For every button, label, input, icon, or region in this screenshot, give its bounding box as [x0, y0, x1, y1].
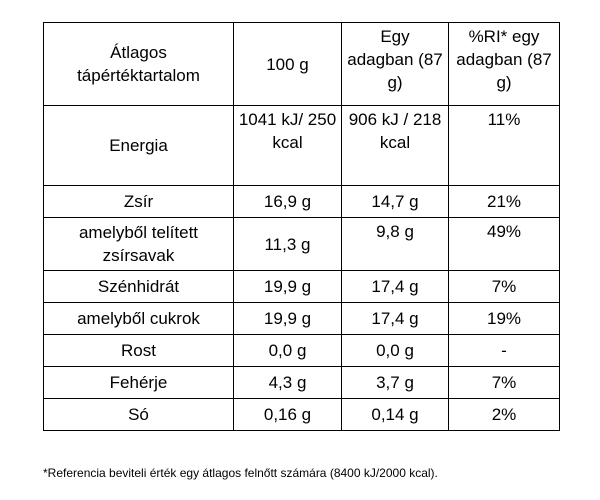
value-per-serving: 17,4 g: [341, 302, 449, 335]
table-row: amelyből cukrok 19,9 g 17,4 g 19%: [43, 302, 560, 335]
value-per-serving: 3,7 g: [341, 366, 449, 399]
value-ri: -: [448, 334, 560, 367]
table-row: Szénhidrát 19,9 g 17,4 g 7%: [43, 270, 560, 303]
header-per-100g: 100 g: [233, 22, 342, 106]
value-ri: 19%: [448, 302, 560, 335]
nutrient-name: Zsír: [43, 185, 234, 218]
nutrient-name: Szénhidrát: [43, 270, 234, 303]
value-per-serving: 0,14 g: [341, 398, 449, 431]
value-per-serving: 0,0 g: [341, 334, 449, 367]
table-row: Zsír 16,9 g 14,7 g 21%: [43, 185, 560, 218]
nutrient-name: amelyből telített zsírsavak: [43, 217, 234, 271]
value-per-100g: 16,9 g: [233, 185, 342, 218]
nutrition-table: Átlagos tápértéktartalom 100 g Egy adagb…: [43, 22, 560, 431]
header-ri-percent: %RI* egy adagban (87 g): [448, 22, 560, 106]
value-ri: 7%: [448, 270, 560, 303]
table-row: Só 0,16 g 0,14 g 2%: [43, 398, 560, 431]
value-per-100g: 19,9 g: [233, 270, 342, 303]
header-nutrient: Átlagos tápértéktartalom: [43, 22, 234, 106]
value-per-100g: 4,3 g: [233, 366, 342, 399]
value-per-100g: 19,9 g: [233, 302, 342, 335]
nutrient-name: amelyből cukrok: [43, 302, 234, 335]
value-ri: 49%: [448, 217, 560, 271]
value-per-serving: 906 kJ / 218 kcal: [341, 105, 449, 186]
value-per-100g: 11,3 g: [233, 217, 342, 271]
value-ri: 11%: [448, 105, 560, 186]
header-per-serving: Egy adagban (87 g): [341, 22, 449, 106]
value-per-serving: 9,8 g: [341, 217, 449, 271]
table-row: Rost 0,0 g 0,0 g -: [43, 334, 560, 367]
value-per-serving: 14,7 g: [341, 185, 449, 218]
nutrient-name: Fehérje: [43, 366, 234, 399]
nutrient-name: Rost: [43, 334, 234, 367]
value-ri: 7%: [448, 366, 560, 399]
value-per-100g: 0,16 g: [233, 398, 342, 431]
table-row: Energia 1041 kJ/ 250 kcal 906 kJ / 218 k…: [43, 105, 560, 186]
footnote: *Referencia beviteli érték egy átlagos f…: [43, 466, 438, 480]
value-per-serving: 17,4 g: [341, 270, 449, 303]
value-ri: 2%: [448, 398, 560, 431]
header-row: Átlagos tápértéktartalom 100 g Egy adagb…: [43, 22, 560, 106]
nutrient-name: Só: [43, 398, 234, 431]
value-ri: 21%: [448, 185, 560, 218]
nutrient-name: Energia: [43, 105, 234, 186]
value-per-100g: 1041 kJ/ 250 kcal: [233, 105, 342, 186]
table-row: amelyből telített zsírsavak 11,3 g 9,8 g…: [43, 217, 560, 271]
table-row: Fehérje 4,3 g 3,7 g 7%: [43, 366, 560, 399]
value-per-100g: 0,0 g: [233, 334, 342, 367]
